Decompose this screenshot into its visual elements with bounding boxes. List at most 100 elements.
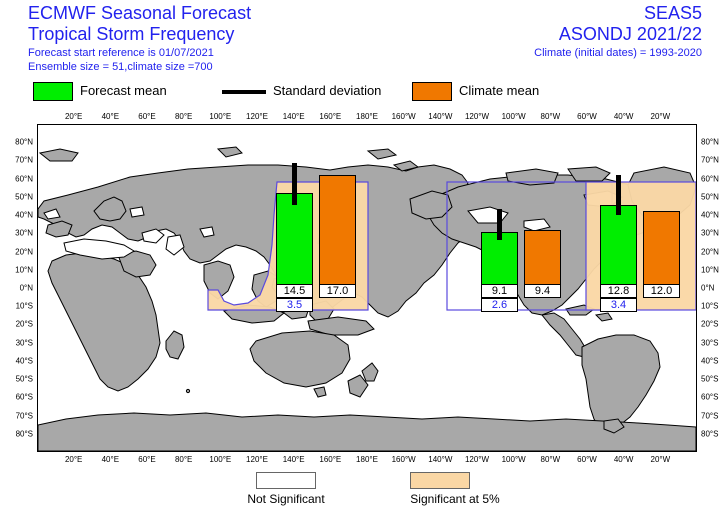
longitude-tick-label: 80°E	[174, 112, 193, 121]
legend-swatch-forecast-mean	[33, 82, 73, 101]
legend-label-significant: Significant at 5%	[410, 492, 500, 506]
longitude-tick-label: 60°W	[577, 455, 597, 464]
page-title-line1: ECMWF Seasonal Forecast	[28, 3, 252, 23]
british-isles	[45, 220, 73, 238]
header: ECMWF Seasonal Forecast Tropical Storm F…	[0, 0, 722, 76]
australia	[249, 330, 351, 388]
longitude-tick-label: 180°E	[356, 455, 378, 464]
latitude-tick-label: 40°S	[701, 356, 719, 366]
longitude-axis-top: 20°E 40°E 60°E 80°E 100°E 120°E 140°E 160°E 180°…	[37, 112, 697, 123]
new-guinea	[307, 316, 375, 336]
great-lakes	[523, 218, 551, 232]
franz-josef-land	[216, 146, 243, 158]
longitude-tick-label: 80°W	[540, 455, 561, 464]
longitude-tick-label: 20°E	[64, 112, 83, 121]
latitude-tick-label: 70°N	[15, 155, 33, 165]
value-std-dev-atlantic: 3.4	[600, 298, 637, 312]
legend-label-climate-mean: Climate mean	[459, 83, 540, 98]
new-zealand-north	[361, 362, 379, 382]
legend-swatch-not-significant	[256, 472, 316, 489]
latitude-tick-label: 50°S	[701, 374, 719, 384]
latitude-tick-label: 70°N	[701, 155, 719, 165]
latitude-tick-label: 40°N	[15, 210, 33, 220]
latitude-tick-label: 80°S	[15, 429, 33, 439]
legend-label-forecast-mean: Forecast mean	[80, 83, 167, 98]
latitude-tick-label: 40°S	[15, 356, 33, 366]
longitude-tick-label: 160°E	[319, 112, 342, 121]
longitude-tick-label: 100°E	[209, 112, 232, 121]
madagascar	[165, 330, 185, 360]
legend-label-standard-deviation: Standard deviation	[273, 83, 382, 98]
latitude-tick-label: 30°N	[701, 228, 719, 238]
black-sea	[141, 228, 165, 244]
hispaniola	[594, 312, 613, 322]
longitude-tick-label: 20°E	[64, 455, 83, 464]
latitude-tick-label: 0°N	[701, 283, 715, 293]
latitude-tick-label: 50°N	[15, 192, 33, 202]
wrangel-island	[392, 160, 420, 172]
longitude-tick-label: 40°W	[613, 112, 634, 121]
longitude-tick-label: 40°E	[101, 112, 120, 121]
caspian-sea	[165, 234, 185, 256]
longitude-axis-bottom: 20°E 40°E 60°E 80°E 100°E 120°E 140°E 160°E 180°…	[37, 455, 697, 466]
legend-label-not-significant: Not Significant	[247, 492, 325, 506]
latitude-tick-label: 20°N	[15, 247, 33, 257]
map-frame: 14.5 17.0 3.5 9.1 9.4 2.6 12.8 12.0 3.4	[37, 124, 697, 452]
longitude-tick-label: 100°W	[501, 455, 526, 464]
value-forecast-mean-atlantic: 12.8	[600, 284, 637, 298]
latitude-axis-left: 80°N 70°N 60°N 50°N 40°N 30°N 20°N 10°N 0°N 10°S 2…	[0, 124, 35, 452]
value-std-dev-west-pacific: 3.5	[276, 298, 313, 312]
latitude-tick-label: 50°N	[701, 192, 719, 202]
latitude-tick-label: 20°S	[15, 319, 33, 329]
bar-group-east-pacific: 9.1 9.4 2.6	[481, 125, 565, 312]
bar-climate-mean-atlantic	[643, 211, 680, 297]
latitude-tick-label: 30°N	[15, 228, 33, 238]
south-america	[581, 334, 661, 432]
tasmania	[313, 386, 327, 398]
longitude-tick-label: 100°W	[501, 112, 526, 121]
latitude-tick-label: 10°S	[15, 301, 33, 311]
legend-top: Forecast mean Standard deviation Climate…	[0, 82, 722, 104]
svalbard	[38, 148, 79, 162]
latitude-tick-label: 60°N	[15, 174, 33, 184]
latitude-tick-label: 40°N	[701, 210, 719, 220]
value-climate-mean-west-pacific: 17.0	[319, 284, 356, 298]
std-dev-whisker-atlantic	[616, 175, 621, 215]
scandinavia	[93, 196, 127, 222]
bar-group-atlantic: 12.8 12.0 3.4	[600, 125, 684, 312]
longitude-tick-label: 20°W	[650, 455, 671, 464]
bar-forecast-mean-west-pacific	[276, 193, 313, 297]
longitude-tick-label: 60°E	[138, 112, 156, 121]
latitude-tick-label: 70°S	[15, 411, 33, 421]
latitude-axis-right: 80°N 70°N 60°N 50°N 40°N 30°N 20°N 10°N 0°N 10°S 2…	[699, 124, 722, 452]
longitude-tick-label: 120°W	[464, 112, 490, 121]
longitude-tick-label: 40°W	[613, 455, 634, 464]
climate-period-note: Climate (initial dates) = 1993-2020	[534, 47, 702, 59]
longitude-tick-label: 140°E	[282, 112, 305, 121]
bar-forecast-mean-atlantic	[600, 205, 637, 297]
small-island-dot	[185, 388, 191, 394]
longitude-tick-label: 180°E	[356, 112, 378, 121]
longitude-tick-label: 80°W	[540, 112, 561, 121]
latitude-tick-label: 70°S	[701, 411, 719, 421]
forecast-start-note: Forecast start reference is 01/07/2021	[28, 47, 214, 59]
latitude-tick-label: 50°S	[15, 374, 33, 384]
longitude-tick-label: 100°E	[209, 455, 232, 464]
aral-sea	[199, 226, 215, 238]
latitude-tick-label: 80°N	[15, 137, 33, 147]
ellesmere-island	[567, 166, 611, 182]
page-title-line2: Tropical Storm Frequency	[28, 24, 235, 44]
std-dev-whisker-east-pacific	[497, 209, 502, 240]
longitude-tick-label: 140°W	[428, 112, 453, 121]
longitude-tick-label: 160°E	[319, 455, 342, 464]
system-name: SEAS5	[643, 3, 702, 23]
legend-bottom: Not Significant Significant at 5%	[0, 472, 722, 517]
longitude-tick-label: 40°E	[101, 455, 120, 464]
latitude-tick-label: 60°S	[15, 392, 33, 402]
longitude-tick-label: 120°W	[464, 455, 490, 464]
forecast-period: ASONDJ 2021/22	[558, 24, 702, 44]
value-climate-mean-east-pacific: 9.4	[524, 284, 561, 298]
latitude-tick-label: 80°S	[701, 429, 719, 439]
legend-swatch-significant	[410, 472, 470, 489]
value-forecast-mean-east-pacific: 9.1	[481, 284, 518, 298]
